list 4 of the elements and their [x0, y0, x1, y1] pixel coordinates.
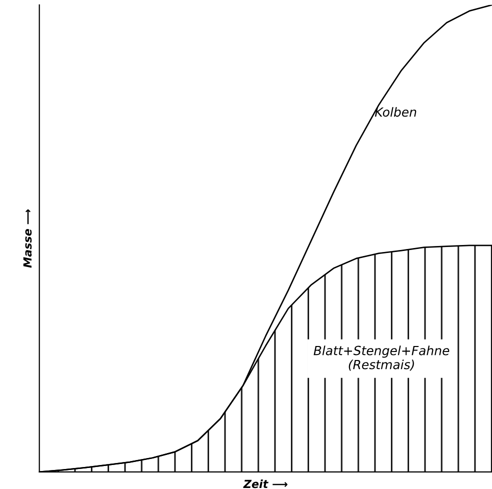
series-label: Blatt+Stengel+Fahne (Restmais)	[314, 346, 450, 371]
series-label: Kolben	[374, 107, 416, 117]
x-axis-title: Zeit ⟶	[243, 480, 288, 488]
y-axis-title: Masse ⟶	[23, 209, 32, 268]
